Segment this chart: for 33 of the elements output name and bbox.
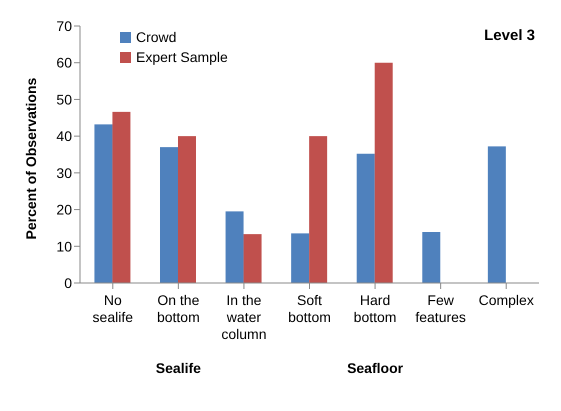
- bar: [422, 232, 440, 283]
- y-tick-label: 30: [56, 164, 72, 181]
- bar: [160, 147, 178, 283]
- y-tick-label: 20: [56, 202, 72, 218]
- y-tick-label: 0: [64, 274, 72, 291]
- y-tick-label: 60: [56, 54, 72, 71]
- legend-label: Expert Sample: [136, 49, 228, 65]
- text: Seafloor: [347, 360, 404, 376]
- bar: [488, 146, 506, 283]
- bar: [226, 211, 244, 283]
- bar: [356, 154, 375, 283]
- x-tick-label: Hard bottom: [354, 292, 396, 325]
- text: Sealife: [156, 360, 202, 376]
- x-tick-label: No sealife: [92, 292, 134, 325]
- y-tick-label: 10: [56, 238, 72, 254]
- x-tick-label: Complex: [478, 292, 534, 308]
- x-tick-label: Few features: [415, 292, 466, 325]
- bar: [112, 112, 130, 283]
- bar: [94, 124, 112, 283]
- y-axis-title: Percent of Observations: [22, 77, 39, 240]
- annotation: Level 3: [484, 27, 535, 44]
- x-tick-label: In the water column: [221, 292, 266, 342]
- bar: [178, 136, 196, 283]
- y-tick-label: 40: [56, 128, 72, 144]
- y-tick-label: 50: [56, 91, 72, 108]
- x-tick-label: Soft bottom: [288, 292, 331, 325]
- x-tick-label: On the bottom: [156, 292, 200, 325]
- bar: [374, 62, 393, 283]
- legend-label: Crowd: [136, 29, 176, 45]
- bar: [244, 234, 262, 283]
- y-tick-label: 70: [56, 18, 72, 34]
- bar: [309, 136, 328, 283]
- bar: [291, 233, 310, 283]
